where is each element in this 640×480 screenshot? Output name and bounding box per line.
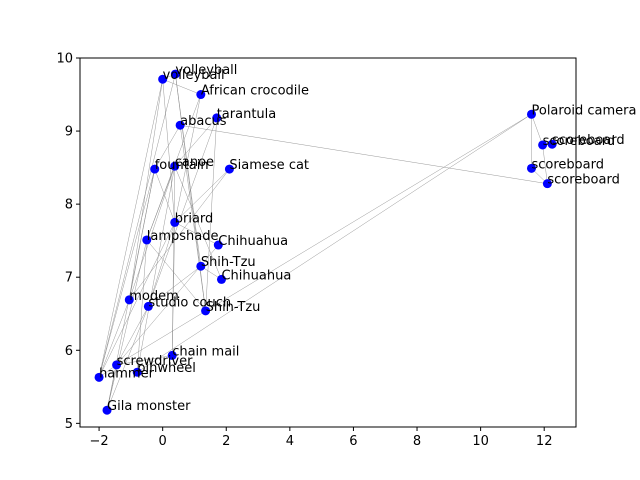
x-tick-label: 10 <box>472 434 489 449</box>
y-tick-label: 6 <box>65 344 73 359</box>
x-tick-label: −2 <box>89 434 108 449</box>
point-label: lampshade <box>147 229 219 244</box>
point-label: abacus <box>180 114 227 129</box>
point-label: African crocodile <box>201 84 309 99</box>
point-label: Polaroid camera <box>531 103 636 118</box>
x-tick-label: 12 <box>536 434 553 449</box>
point-label: Chihuahua <box>218 234 288 249</box>
y-tick-label: 7 <box>65 271 73 286</box>
point-label: Shih-Tzu <box>206 300 261 315</box>
point-label: scoreboard <box>543 134 615 149</box>
point-label: volleyball <box>163 68 225 83</box>
y-tick-label: 9 <box>65 125 73 140</box>
point-label: fountain <box>155 158 209 173</box>
x-tick-label: 6 <box>349 434 357 449</box>
point-label: Chihuahua <box>221 268 291 283</box>
y-tick-label: 10 <box>56 52 73 67</box>
y-tick-label: 8 <box>65 198 73 213</box>
point-label: briard <box>175 211 214 226</box>
point-label: Gila monster <box>107 399 191 414</box>
point-label: hammer <box>99 366 155 381</box>
x-tick-label: 8 <box>413 434 421 449</box>
point-label: scoreboard <box>547 173 619 188</box>
x-tick-label: 0 <box>159 434 167 449</box>
point-label: Siamese cat <box>229 158 309 173</box>
point-label: scoreboard <box>531 157 603 172</box>
y-tick-label: 5 <box>65 417 73 432</box>
x-tick-label: 4 <box>286 434 294 449</box>
x-tick-label: 2 <box>222 434 230 449</box>
